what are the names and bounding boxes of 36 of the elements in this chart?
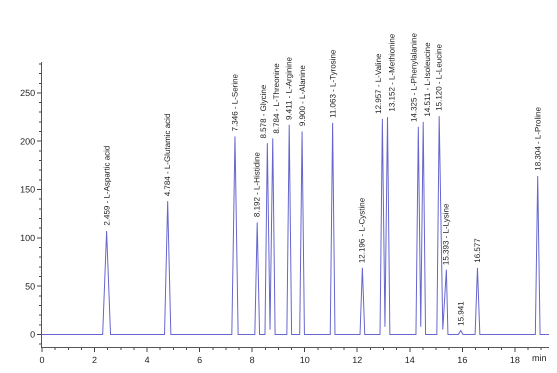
annotation: 15.393 - L-Lysine	[442, 203, 451, 266]
annotation: 12.957 - L-Valine	[374, 52, 383, 114]
x-tick-label: 2	[92, 354, 98, 365]
annotation: 8.578 - Glycine	[259, 84, 268, 138]
annotation: 18.304 - L-Proline	[534, 106, 543, 171]
annotation: 15.941	[456, 300, 466, 326]
x-tick-label: 14	[404, 354, 415, 365]
x-tick-label: 0	[39, 354, 45, 365]
x-axis-title: min	[532, 353, 547, 363]
x-tick-label: 10	[300, 354, 310, 365]
y-tick-label: 250	[20, 88, 36, 98]
annotation: 14.325 - L-Phenylalanine	[410, 32, 419, 122]
y-tick-label: 50	[25, 281, 36, 292]
annotation: 8.192 - L-Histidine	[252, 152, 262, 218]
y-tick-label: 200	[20, 136, 36, 146]
annotation: 16.577	[473, 238, 482, 263]
annotation: 8.784 - L-Threonine	[272, 62, 281, 134]
x-tick-label: 8	[250, 354, 255, 365]
annotation: 7.346 - L-Serine	[230, 73, 240, 132]
annotation: 14.511 - L-Isoleucine	[422, 42, 432, 117]
annotation: 15.120 - L-Leucine	[434, 44, 444, 111]
x-tick-label: 4	[144, 354, 150, 365]
y-tick-label: 150	[20, 184, 36, 195]
x-tick-label: 16	[457, 354, 468, 365]
annotation: 13.152 - L-Methionine	[387, 33, 396, 112]
y-tick-label: 0	[30, 330, 36, 340]
annotation: 4.784 - L-Glutamic acid	[163, 114, 172, 196]
y-tick-label: 100	[20, 232, 36, 243]
annotation: 2.459 - L-Aspartic acid	[102, 146, 112, 226]
annotation: 9.411 - L-Arginine	[284, 56, 294, 120]
annotation: 11.063 - L-Tyrosine	[328, 49, 338, 118]
x-tick-label: 6	[197, 354, 202, 365]
annotation: 9.900 - L-Alanine	[298, 64, 308, 126]
x-tick-label: 12	[352, 354, 362, 365]
x-tick-label: 18	[510, 354, 520, 365]
annotation: 12.196 - L-Cystine	[358, 197, 367, 264]
